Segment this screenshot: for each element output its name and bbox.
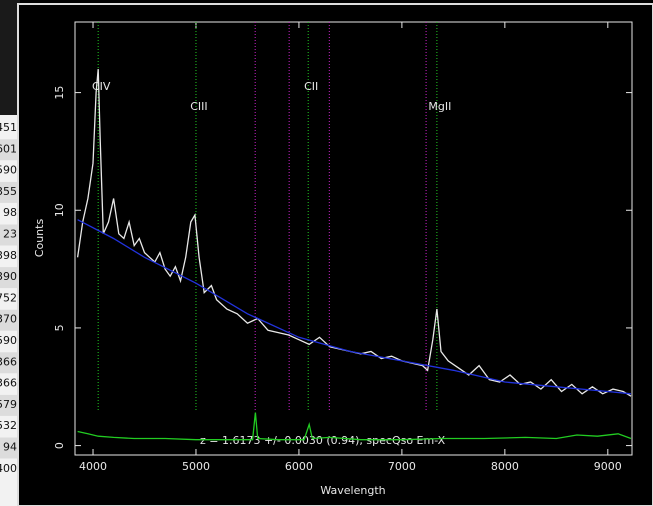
y-tick-label: 10 [53,203,66,217]
x-tick-label: 8000 [491,460,519,473]
table-cell: 590 [0,334,17,347]
x-tick-label: 6000 [285,460,313,473]
emission-label: CIII [190,100,207,113]
table-cell: 94 [3,441,17,454]
table-cell: 400 [0,462,17,475]
screenshot: Wavelength Counts 451 601 590 355 98 23 398 390… [0,0,653,506]
y-tick-label: 0 [53,442,66,449]
table-cell: 579 [0,398,17,411]
y-tick-label: 5 [53,324,66,331]
x-tick-label: 7000 [388,460,416,473]
table-cell: 590 [0,164,17,177]
emission-label: MgII [428,100,451,113]
table-cell: 752 [0,291,17,304]
table-cell: 23 [3,228,17,241]
table-cell: 601 [0,142,17,155]
y-axis-label: Counts [33,219,46,258]
x-tick-label: 5000 [182,460,210,473]
plot-window [18,4,653,506]
emission-label: CIV [92,80,111,93]
x-tick-label: 9000 [594,460,622,473]
table-cell: 451 [0,121,17,134]
table-cell: 390 [0,270,17,283]
page: {"side_cells": ["451", "601", "590", "35… [0,0,653,506]
table-cell: 370 [0,313,17,326]
emission-label: CII [304,80,318,93]
table-cell: 366 [0,355,17,368]
annotation: z = 1.6173 +/- 0.0030 (0.94), specQso Em… [200,434,446,447]
table-cell: 398 [0,249,17,262]
table-cell: 355 [0,185,17,198]
x-tick-label: 4000 [79,460,107,473]
table-cell: 366 [0,377,17,390]
y-tick-label: 15 [53,86,66,100]
table-cell: 98 [3,206,17,219]
x-axis-label: Wavelength [320,484,385,497]
table-cell: 532 [0,419,17,432]
